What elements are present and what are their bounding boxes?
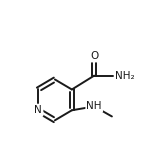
Text: NH₂: NH₂ [115,71,135,81]
Text: N: N [34,105,42,115]
Text: O: O [90,51,98,61]
Text: NH: NH [86,101,102,111]
